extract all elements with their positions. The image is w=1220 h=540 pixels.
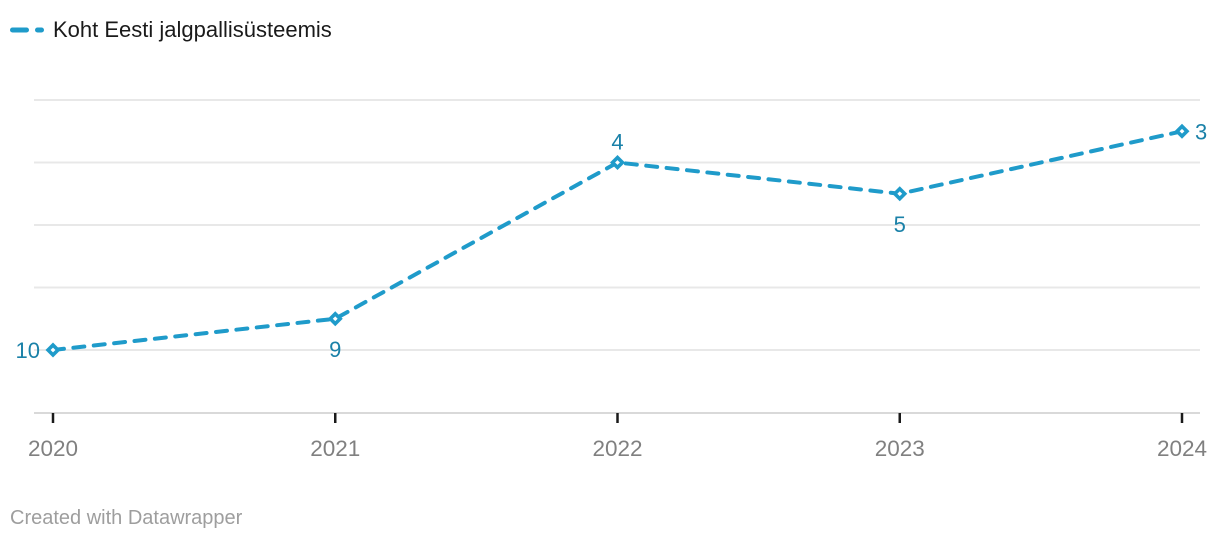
x-tick-label: 2020 — [28, 436, 78, 461]
legend-label: Koht Eesti jalgpallisüsteemis — [53, 17, 332, 42]
legend: Koht Eesti jalgpallisüsteemis — [10, 19, 332, 41]
marker-center-dot — [332, 316, 338, 322]
attribution: Created with Datawrapper — [10, 507, 243, 529]
value-label: 9 — [329, 337, 341, 362]
value-label: 3 — [1195, 119, 1207, 144]
value-label: 4 — [611, 130, 623, 155]
marker-center-dot — [1179, 128, 1185, 134]
marker-center-dot — [615, 160, 620, 165]
marker-center-dot — [897, 191, 903, 197]
legend-dash-icon — [10, 27, 44, 33]
x-axis-labels: 2020 2021 2022 2023 2024 — [28, 436, 1207, 461]
value-label: 10 — [16, 338, 40, 363]
x-tick-label: 2024 — [1157, 436, 1207, 461]
x-tick-label: 2023 — [875, 436, 925, 461]
x-tick-label: 2022 — [592, 436, 642, 461]
x-axis — [34, 412, 1200, 423]
value-label: 5 — [894, 212, 906, 237]
value-labels: 10 9 4 5 3 — [16, 119, 1208, 363]
x-tick-label: 2021 — [310, 436, 360, 461]
marker-center-dot — [50, 347, 56, 353]
data-markers — [45, 123, 1190, 358]
